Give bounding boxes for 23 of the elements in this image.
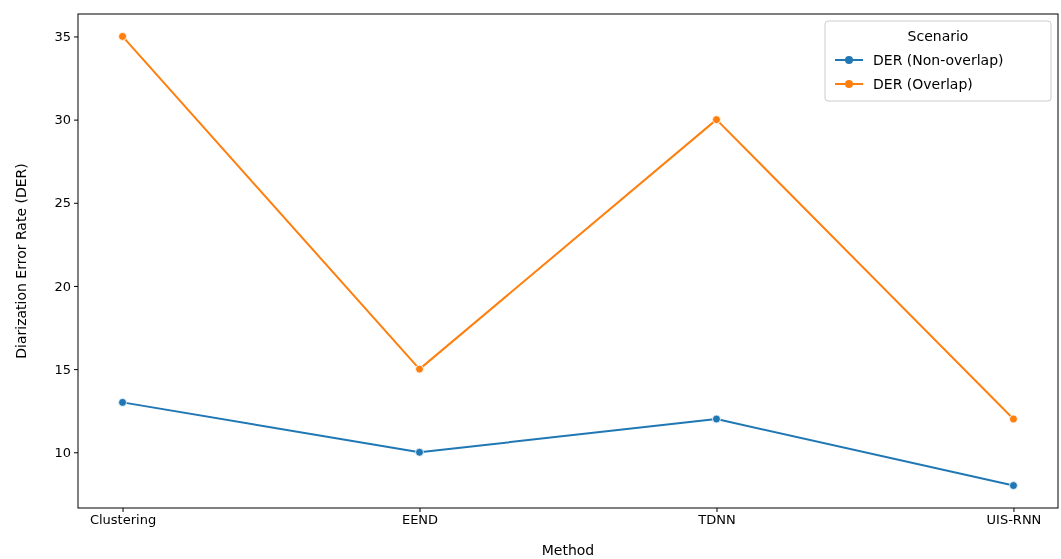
y-tick-label: 25 [54,195,71,211]
y-tick-label: 30 [54,112,71,128]
y-tick-label: 10 [54,444,71,460]
legend-label: DER (Overlap) [873,76,973,92]
x-tick-label: UIS-RNN [986,512,1042,528]
legend-title: Scenario [907,28,969,44]
y-tick-label: 20 [54,278,71,294]
point [712,115,721,124]
point [1009,481,1018,490]
y-tick-label: 35 [54,29,71,45]
y-tick-label: 15 [54,361,71,377]
point [1009,414,1018,424]
x-axis-title: Method [541,542,595,558]
x-tick-label: TDNN [697,512,736,528]
x-tick-label: Clustering [89,512,157,528]
legend-label: DER (Non-overlap) [873,52,1004,68]
point [415,447,424,457]
y-axis-title: Diarization Error Rate (DER) [13,163,29,359]
x-tick-label: EEND [401,512,439,528]
point [415,364,424,374]
point [712,414,721,424]
point [118,32,127,41]
point [118,398,127,407]
